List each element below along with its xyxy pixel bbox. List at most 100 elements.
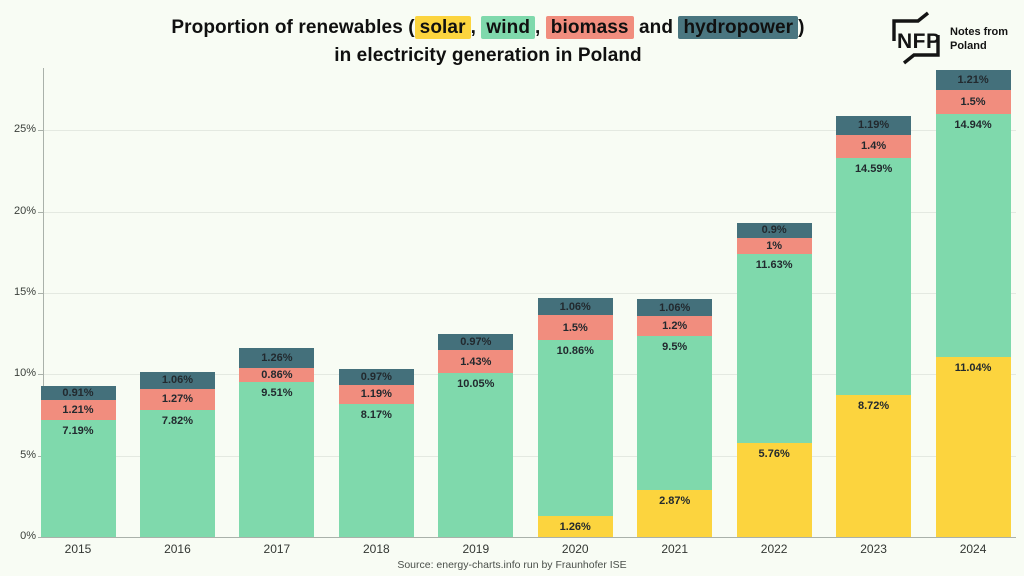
bar-value-label: 5.76% <box>758 448 790 461</box>
gridline <box>44 292 1016 294</box>
bar-segment-solar-2022: 5.76% <box>736 443 812 537</box>
x-tick-label: 2023 <box>860 542 887 556</box>
bar-value-label: 11.63% <box>755 259 793 272</box>
bar-segment-biomass-2021: 1.2% <box>637 316 713 336</box>
legend-chip-biomass: biomass <box>545 16 634 39</box>
bar-value-label: 1.21% <box>957 74 989 87</box>
bar-value-label: 11.04% <box>954 362 992 375</box>
y-tick <box>38 211 43 213</box>
bar-value-label: 1.19% <box>857 119 890 132</box>
bar-value-label: 1.2% <box>662 319 688 332</box>
bar-value-label: 1.5% <box>562 321 588 334</box>
gridline <box>44 374 1016 376</box>
y-tick-label: 20% <box>13 204 36 217</box>
bar-segment-hydropower-2017: 1.26% <box>239 347 315 369</box>
legend-chip-hydropower: hydropower <box>678 16 799 39</box>
y-tick-label: 15% <box>13 285 36 298</box>
bar-segment-solar-2023: 8.72% <box>836 395 912 537</box>
gridline <box>44 130 1016 132</box>
bar-segment-wind-2022: 11.63% <box>736 254 812 444</box>
title-text: Proportion of renewables ( <box>171 17 415 38</box>
x-tick-label: 2022 <box>760 542 788 556</box>
source-note: Source: energy-charts.info run by Fraunh… <box>397 559 627 571</box>
bar-segment-wind-2018: 8.17% <box>338 404 414 537</box>
bar-segment-hydropower-2024: 1.21% <box>935 70 1011 90</box>
bar-value-label: 1.06% <box>559 300 591 313</box>
bar-segment-wind-2021: 9.5% <box>637 335 713 491</box>
bar-value-label: 0.91% <box>62 386 94 399</box>
bar-value-label: 1.26% <box>261 352 293 365</box>
gridline <box>44 211 1016 213</box>
nfp-logo: NFP Notes from Poland <box>892 11 1008 65</box>
bar-segment-biomass-2020: 1.5% <box>537 315 613 340</box>
bar-value-label: 0.97% <box>360 370 392 383</box>
bar-segment-biomass-2024: 1.5% <box>935 89 1011 115</box>
bar-segment-hydropower-2023: 1.19% <box>836 115 912 135</box>
x-tick-label: 2021 <box>661 542 689 556</box>
logo-brackets-icon <box>892 11 940 65</box>
x-tick-label: 2024 <box>959 542 987 556</box>
bar-value-label: 8.72% <box>857 400 890 413</box>
title-text: ) <box>798 17 805 38</box>
y-tick <box>38 130 43 132</box>
bar-value-label: 0.86% <box>261 369 293 382</box>
x-axis-line <box>43 537 1016 538</box>
y-tick-label: 25% <box>13 123 36 136</box>
bar-value-label: 9.5% <box>662 340 688 353</box>
bar-segment-hydropower-2018: 0.97% <box>338 368 414 385</box>
bar-segment-biomass-2017: 0.86% <box>239 368 315 383</box>
chart-title: Proportion of renewables (solar, wind, b… <box>0 14 976 69</box>
bar-value-label: 1.06% <box>161 374 194 387</box>
y-tick-label: 5% <box>20 448 36 461</box>
bar-value-label: 2.87% <box>659 495 691 508</box>
bar-segment-wind-2024: 14.94% <box>935 114 1011 358</box>
bar-segment-biomass-2015: 1.21% <box>40 400 116 420</box>
title-text: , <box>470 17 482 38</box>
chart-title-line1: Proportion of renewables (solar, wind, b… <box>0 14 976 42</box>
legend-chip-wind: wind <box>481 16 536 39</box>
bar-segment-wind-2019: 10.05% <box>438 373 514 537</box>
bar-value-label: 1.19% <box>360 388 392 401</box>
bar-segment-solar-2021: 2.87% <box>637 490 713 537</box>
bar-value-label: 7.82% <box>161 414 194 427</box>
title-text: , <box>535 17 546 38</box>
x-tick-label: 2016 <box>164 542 191 556</box>
bar-value-label: 1.5% <box>960 96 986 109</box>
bar-segment-hydropower-2020: 1.06% <box>537 298 613 316</box>
y-axis-line <box>43 68 44 537</box>
y-tick-label: 0% <box>20 530 36 542</box>
bar-segment-wind-2020: 10.86% <box>537 339 613 517</box>
y-tick <box>38 292 43 294</box>
x-tick-label: 2018 <box>362 542 390 556</box>
bar-value-label: 1.26% <box>559 520 591 533</box>
bar-value-label: 1.06% <box>659 301 691 314</box>
title-text: and <box>633 17 679 38</box>
chart-title-line2: in electricity generation in Poland <box>334 44 642 66</box>
bar-value-label: 10.05% <box>457 378 495 391</box>
bar-segment-biomass-2022: 1% <box>736 237 812 255</box>
y-tick-label: 10% <box>13 367 36 380</box>
bar-segment-hydropower-2022: 0.9% <box>736 223 812 238</box>
bar-value-label: 0.9% <box>761 224 787 237</box>
x-tick-label: 2020 <box>561 542 589 556</box>
bar-value-label: 14.59% <box>854 162 893 175</box>
bar-value-label: 0.97% <box>460 336 492 349</box>
bar-segment-solar-2024: 11.04% <box>935 357 1011 537</box>
bar-segment-hydropower-2021: 1.06% <box>637 298 713 317</box>
y-tick <box>38 374 43 376</box>
bar-value-label: 8.17% <box>360 409 392 422</box>
bar-segment-wind-2023: 14.59% <box>836 157 912 396</box>
logo-abbr: NFP <box>897 30 941 53</box>
x-tick-label: 2019 <box>462 542 490 556</box>
gridline <box>44 455 1016 457</box>
bar-value-label: 10.86% <box>556 344 594 357</box>
bar-segment-biomass-2016: 1.27% <box>139 389 215 410</box>
bar-value-label: 1.21% <box>62 404 94 417</box>
bar-segment-wind-2017: 9.51% <box>239 382 315 537</box>
bar-segment-biomass-2019: 1.43% <box>438 350 514 374</box>
bar-segment-hydropower-2019: 0.97% <box>438 334 514 351</box>
bar-segment-hydropower-2016: 1.06% <box>139 371 215 390</box>
bar-value-label: 1.43% <box>460 355 492 368</box>
bar-segment-biomass-2018: 1.19% <box>338 384 414 405</box>
